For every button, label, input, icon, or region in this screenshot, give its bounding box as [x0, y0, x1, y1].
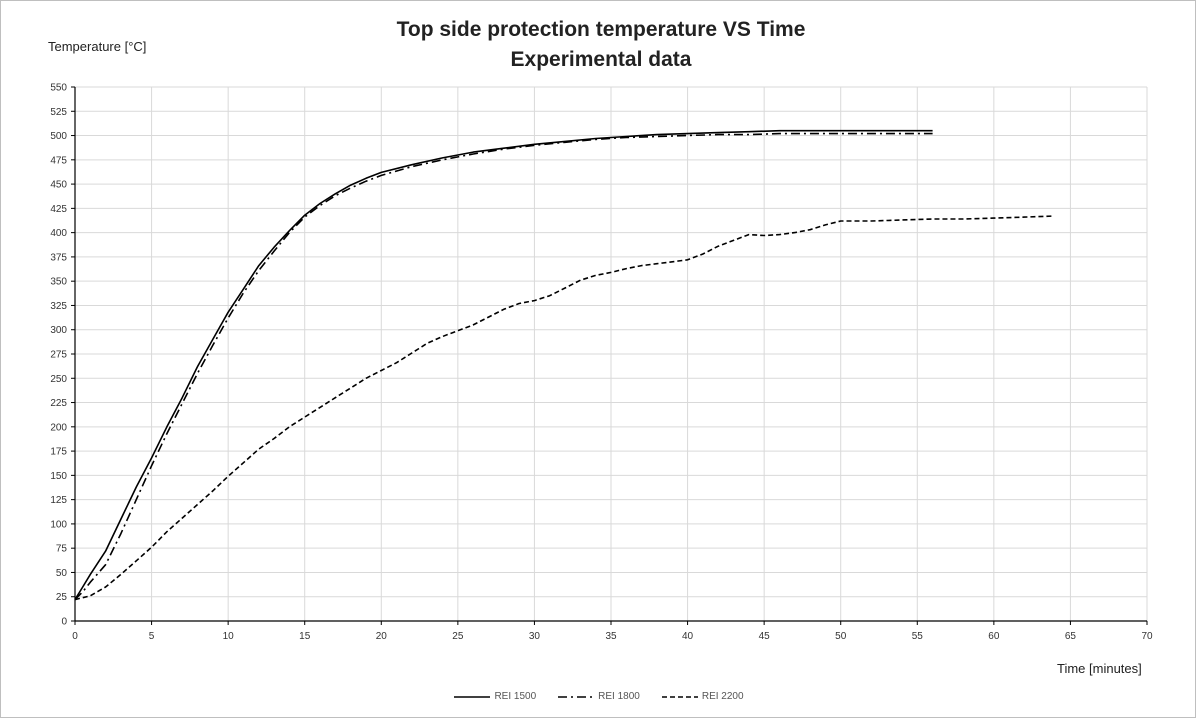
y-tick-label: 425 — [50, 204, 67, 215]
legend-item-rei-1800: REI 1800 — [558, 691, 640, 702]
x-tick-label: 30 — [529, 631, 541, 642]
y-tick-label: 500 — [50, 131, 67, 142]
y-tick-label: 0 — [61, 617, 67, 628]
legend-label: REI 1800 — [598, 691, 640, 702]
y-tick-label: 150 — [50, 471, 67, 482]
x-tick-label: 65 — [1065, 631, 1077, 642]
legend-item-rei-2200: REI 2200 — [661, 691, 744, 702]
x-tick-label: 10 — [223, 631, 235, 642]
x-tick-label: 40 — [682, 631, 694, 642]
y-tick-label: 400 — [50, 228, 67, 239]
x-tick-label: 60 — [988, 631, 1000, 642]
x-tick-label: 50 — [835, 631, 847, 642]
y-tick-label: 175 — [50, 447, 67, 458]
legend-item-rei-1500: REI 1500 — [454, 691, 536, 702]
y-tick-label: 50 — [56, 568, 68, 579]
y-tick-label: 350 — [50, 277, 67, 288]
x-tick-label: 5 — [149, 631, 155, 642]
x-tick-label: 20 — [376, 631, 388, 642]
x-tick-label: 15 — [299, 631, 311, 642]
x-tick-label: 35 — [605, 631, 617, 642]
chart-title: Top side protection temperature VS Time — [396, 18, 806, 41]
y-tick-label: 25 — [56, 592, 68, 603]
series-line-rei-1800 — [74, 132, 933, 601]
y-tick-label: 200 — [50, 422, 67, 433]
legend-label: REI 2200 — [701, 691, 744, 702]
series-line-rei-2200 — [74, 215, 1053, 601]
x-tick-label: 45 — [759, 631, 771, 642]
y-tick-label: 225 — [50, 398, 67, 409]
y-tick-label: 75 — [56, 544, 68, 555]
chart-subtitle: Experimental data — [510, 48, 692, 71]
legend-swatch — [661, 695, 698, 698]
y-tick-label: 275 — [50, 350, 67, 361]
legend-label: REI 1500 — [494, 691, 537, 702]
legend-swatch — [454, 695, 491, 698]
y-tick-label: 375 — [50, 252, 67, 263]
y-tick-label: 100 — [50, 519, 67, 530]
x-axis-label: Time [minutes] — [1057, 661, 1142, 676]
y-tick-label: 250 — [50, 374, 67, 385]
y-tick-label: 525 — [50, 107, 67, 118]
y-tick-label: 450 — [50, 180, 67, 191]
x-tick-label: 55 — [912, 631, 924, 642]
series-line-rei-1500 — [74, 129, 933, 601]
legend: REI 1500 REI 1800 REI 2200 — [1, 691, 1196, 702]
x-tick-label: 25 — [452, 631, 464, 642]
x-tick-label: 0 — [72, 631, 78, 642]
y-tick-label: 125 — [50, 495, 67, 506]
y-tick-label: 550 — [50, 83, 67, 94]
y-tick-label: 300 — [50, 325, 67, 336]
legend-swatch — [558, 695, 595, 698]
x-tick-label: 70 — [1141, 631, 1153, 642]
y-axis-label: Temperature [°C] — [48, 39, 147, 54]
y-tick-label: 475 — [50, 155, 67, 166]
y-tick-label: 325 — [50, 301, 67, 312]
